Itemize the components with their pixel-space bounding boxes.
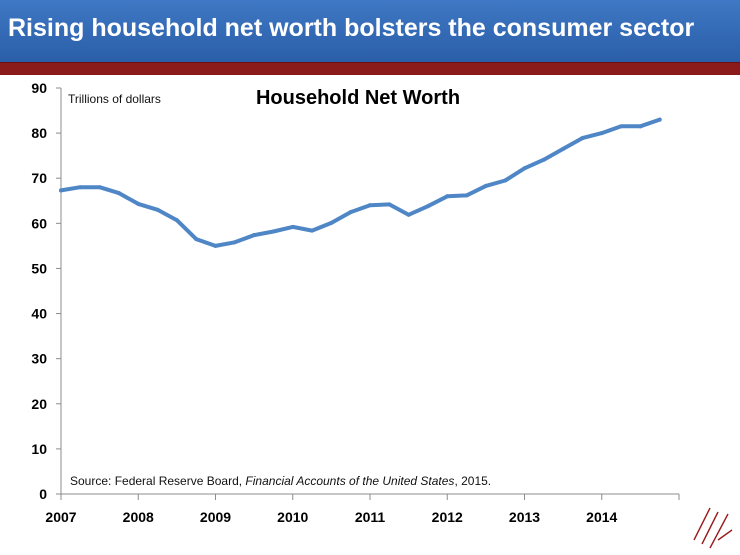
data-point <box>310 228 315 233</box>
data-point <box>271 229 276 234</box>
x-tick-label: 2012 <box>432 509 463 525</box>
data-point <box>464 193 469 198</box>
data-point <box>78 185 83 190</box>
data-point <box>503 178 508 183</box>
data-point <box>329 220 334 225</box>
data-point <box>348 210 353 215</box>
chart-title: Household Net Worth <box>256 87 460 109</box>
x-tick-label: 2014 <box>586 509 617 525</box>
data-point <box>580 136 585 141</box>
x-tick-label: 2011 <box>355 509 386 525</box>
data-point <box>59 188 63 193</box>
data-point <box>136 201 141 206</box>
series-line <box>59 117 662 248</box>
x-tick-label: 2009 <box>200 509 231 525</box>
y-tick-label: 50 <box>31 260 47 276</box>
data-point <box>425 204 430 209</box>
data-point <box>116 191 121 196</box>
y-tick-label: 0 <box>39 486 47 502</box>
slide-title: Rising household net worth bolsters the … <box>8 14 695 42</box>
x-tick-label: 2007 <box>45 509 76 525</box>
y-tick-label: 90 <box>31 80 47 96</box>
logo-bar <box>717 529 733 541</box>
y-tick-label: 20 <box>31 396 47 412</box>
data-point <box>232 240 237 245</box>
source-italic: Financial Accounts of the United States <box>245 474 454 488</box>
y-tick-label: 70 <box>31 170 47 186</box>
data-point <box>368 203 372 208</box>
source-note: Source: Federal Reserve Board, Financial… <box>70 474 491 488</box>
data-point <box>97 185 102 190</box>
data-point <box>638 124 643 129</box>
data-point <box>445 194 450 199</box>
data-point <box>599 131 604 136</box>
data-point <box>483 183 488 188</box>
data-point <box>619 124 624 129</box>
source-prefix: Source: Federal Reserve Board, <box>70 474 245 488</box>
y-axis: 0 10 20 30 40 50 60 70 80 90 <box>31 80 62 502</box>
x-tick-label: 2008 <box>123 509 154 525</box>
data-point <box>387 202 392 207</box>
data-point <box>213 243 218 248</box>
data-point <box>155 207 160 212</box>
title-banner: Rising household net worth bolsters the … <box>0 0 740 62</box>
data-point <box>561 146 566 151</box>
data-point <box>194 237 199 242</box>
banner-divider <box>0 62 740 75</box>
logo-strokes <box>693 507 729 549</box>
logo-mark <box>693 507 733 549</box>
y-tick-label: 40 <box>31 306 47 322</box>
y-tick-label: 30 <box>31 351 47 367</box>
y-tick-label: 60 <box>31 215 47 231</box>
data-points <box>59 117 662 248</box>
y-tick-label: 10 <box>31 441 47 457</box>
source-suffix: , 2015. <box>454 474 491 488</box>
data-point <box>522 166 527 171</box>
x-tick-label: 2010 <box>277 509 308 525</box>
data-point <box>657 117 662 122</box>
data-point <box>541 157 546 162</box>
data-point <box>174 218 179 223</box>
y-tick-label: 80 <box>31 125 47 141</box>
x-tick-label: 2013 <box>509 509 540 525</box>
data-point <box>406 212 411 217</box>
y-unit-label: Trillions of dollars <box>68 92 161 106</box>
x-axis: 2007 2008 2009 2010 2011 2012 2013 2014 <box>45 493 680 525</box>
data-point <box>252 233 257 238</box>
data-point <box>290 224 295 229</box>
